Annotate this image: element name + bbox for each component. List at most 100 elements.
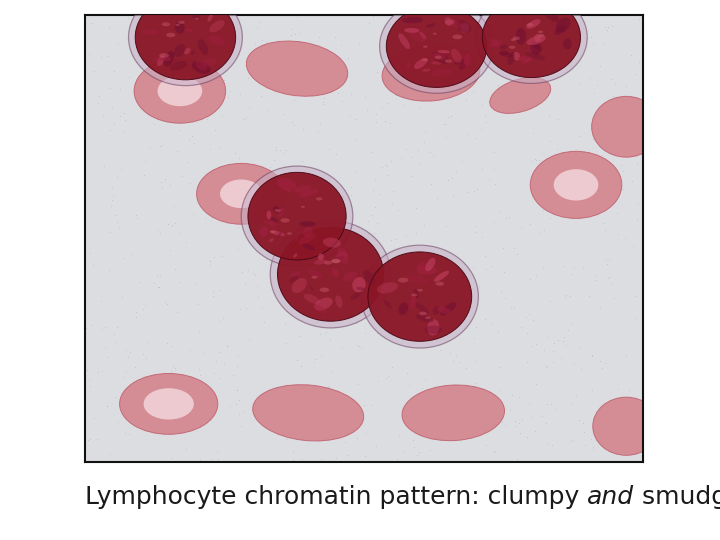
Point (475, 124, 487, 133)
Point (104, 450, 116, 458)
Text: and: and (588, 485, 634, 509)
Point (171, 308, 183, 316)
Point (450, 351, 462, 360)
Point (566, 400, 577, 409)
Point (163, 75, 174, 84)
Point (91, 435, 103, 443)
Ellipse shape (532, 44, 541, 50)
Ellipse shape (539, 34, 544, 37)
Point (163, 28, 175, 36)
Point (425, 327, 436, 336)
Point (300, 199, 311, 207)
Point (468, 333, 480, 342)
Point (629, 292, 641, 301)
Ellipse shape (198, 39, 208, 55)
Point (530, 49, 541, 58)
Point (144, 422, 156, 431)
Point (274, 146, 286, 154)
Point (450, 167, 462, 176)
Point (109, 338, 120, 346)
Point (559, 292, 570, 301)
Point (114, 164, 126, 173)
Ellipse shape (452, 35, 462, 39)
Ellipse shape (307, 269, 323, 278)
Point (264, 163, 276, 171)
Point (477, 233, 488, 241)
Point (119, 253, 130, 262)
Ellipse shape (334, 256, 345, 261)
Point (510, 416, 521, 425)
Ellipse shape (364, 270, 375, 285)
Point (174, 278, 185, 287)
Point (324, 336, 336, 345)
Point (302, 402, 313, 411)
Point (440, 133, 451, 141)
Point (602, 274, 613, 282)
Ellipse shape (476, 0, 588, 83)
Point (534, 229, 545, 238)
Point (147, 73, 158, 82)
Point (548, 339, 559, 347)
Point (278, 266, 289, 274)
Point (253, 293, 264, 301)
Ellipse shape (431, 62, 441, 65)
Ellipse shape (504, 10, 521, 15)
Ellipse shape (361, 245, 478, 348)
Point (122, 353, 133, 362)
Point (399, 16, 410, 25)
Point (514, 429, 526, 437)
Point (169, 265, 181, 273)
Point (408, 443, 420, 451)
Point (571, 22, 582, 30)
Point (342, 308, 354, 316)
Ellipse shape (563, 38, 572, 50)
Ellipse shape (298, 189, 319, 197)
Ellipse shape (461, 23, 469, 33)
Point (176, 171, 187, 180)
Ellipse shape (414, 289, 419, 299)
Point (536, 61, 548, 70)
Point (379, 457, 391, 465)
Point (259, 413, 271, 422)
Point (372, 329, 383, 338)
Point (468, 30, 480, 39)
Point (296, 157, 307, 165)
Point (629, 314, 641, 322)
Point (492, 80, 504, 89)
Point (246, 406, 257, 414)
Point (620, 234, 631, 242)
Point (250, 38, 261, 47)
Point (397, 101, 408, 110)
Point (155, 141, 166, 150)
Point (598, 40, 609, 49)
Ellipse shape (379, 0, 493, 93)
Point (233, 222, 244, 231)
Point (370, 117, 382, 126)
Point (469, 379, 481, 387)
Point (444, 348, 455, 357)
Ellipse shape (158, 76, 202, 106)
Ellipse shape (435, 56, 441, 59)
Ellipse shape (350, 292, 361, 300)
Ellipse shape (332, 259, 340, 263)
Point (248, 269, 259, 278)
Point (240, 113, 252, 122)
Point (286, 118, 297, 127)
Point (613, 230, 624, 239)
Point (434, 393, 446, 401)
Point (210, 394, 222, 403)
Ellipse shape (161, 57, 171, 61)
Point (555, 354, 567, 362)
Ellipse shape (142, 29, 158, 35)
Point (260, 43, 271, 52)
Ellipse shape (151, 58, 164, 62)
Point (361, 429, 372, 438)
Point (93, 99, 104, 107)
Point (543, 79, 554, 87)
Point (166, 220, 177, 229)
Point (456, 272, 468, 280)
Ellipse shape (178, 21, 185, 24)
Point (166, 426, 178, 434)
Point (204, 257, 216, 266)
Point (336, 343, 348, 352)
